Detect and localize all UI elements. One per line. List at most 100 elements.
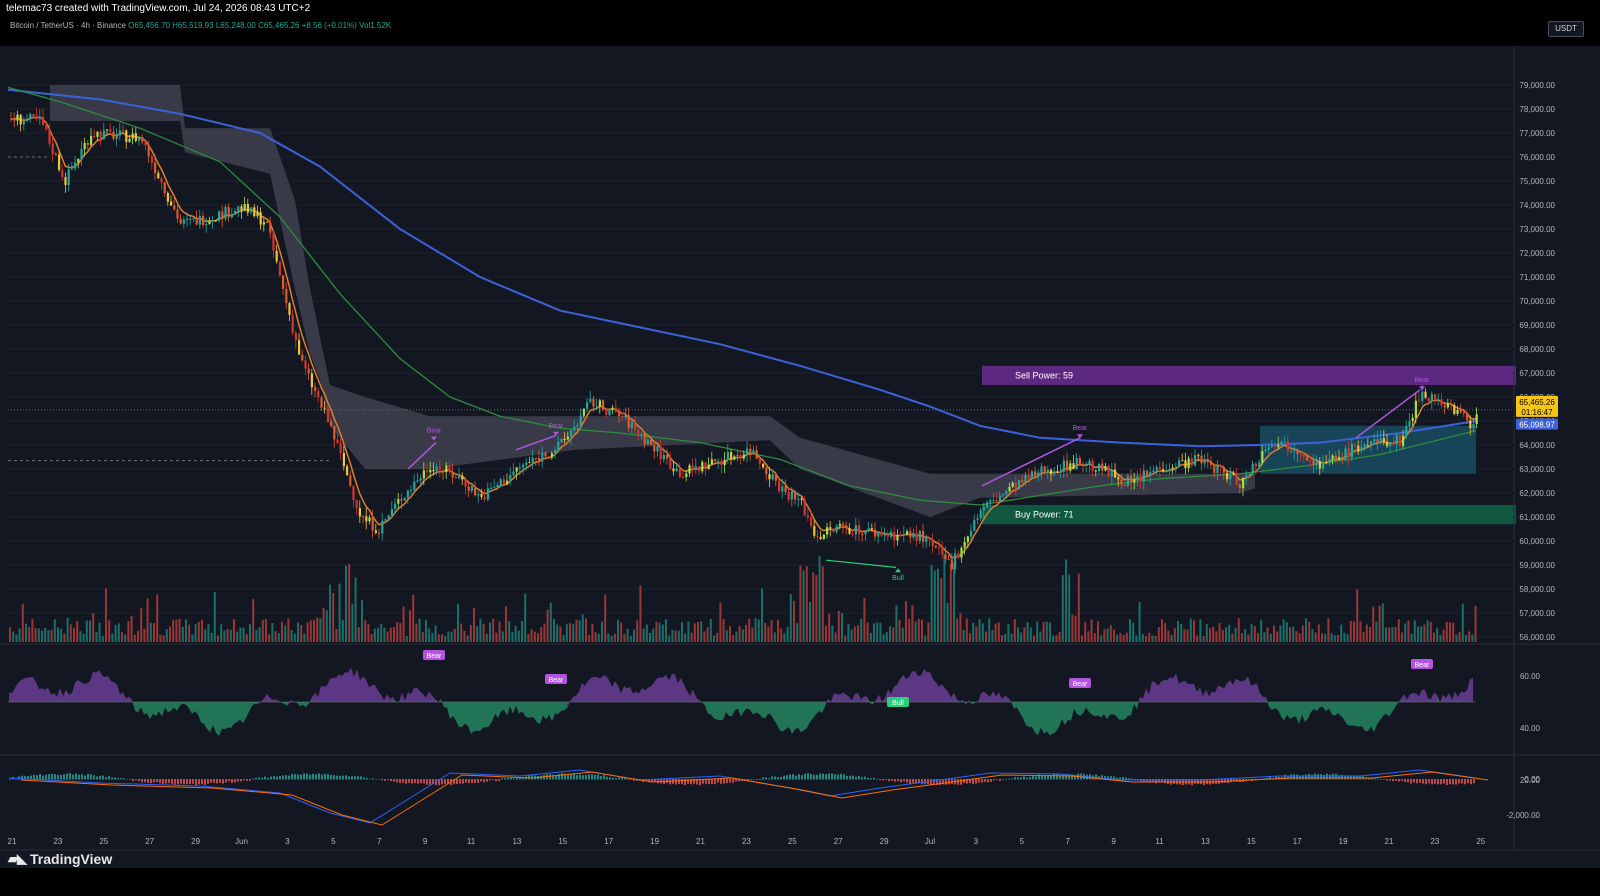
candle-body xyxy=(871,528,873,529)
macd-histogram-bar xyxy=(570,775,572,780)
macd-histogram-bar xyxy=(366,778,368,779)
volume-bar xyxy=(73,628,75,642)
volume-bar xyxy=(867,622,869,642)
osc-fill xyxy=(81,682,84,702)
macd-histogram-bar xyxy=(819,774,821,780)
candle-body xyxy=(199,216,201,225)
candle-body xyxy=(1418,401,1420,402)
volume-bar xyxy=(131,616,133,642)
volume-bar xyxy=(604,595,606,643)
macd-histogram-bar xyxy=(714,779,716,784)
candle-body xyxy=(884,535,886,536)
volume-bar xyxy=(399,623,401,642)
candle-body xyxy=(410,490,412,491)
macd-histogram-bar xyxy=(861,777,863,779)
volume-bar xyxy=(470,625,472,642)
volume-bar xyxy=(169,627,171,643)
candle-body xyxy=(980,510,982,518)
volume-bar xyxy=(143,629,145,642)
volume-bar xyxy=(1097,621,1099,642)
volume-bar xyxy=(956,619,958,643)
macd-histogram-bar xyxy=(585,775,587,779)
volume-bar xyxy=(422,632,424,642)
macd-histogram-bar xyxy=(9,779,11,780)
volume-bar xyxy=(412,595,414,642)
macd-histogram-bar xyxy=(90,774,92,779)
volume-bar xyxy=(655,622,657,642)
candle-body xyxy=(823,535,825,539)
volume-bar xyxy=(972,623,974,642)
volume-bar xyxy=(230,630,232,642)
candle-body xyxy=(1178,460,1180,467)
osc-fill xyxy=(804,702,807,730)
volume-bar xyxy=(585,618,587,642)
volume-bar xyxy=(1113,630,1115,642)
candle-body xyxy=(1316,461,1318,465)
osc-signal-label: Bear xyxy=(549,677,564,684)
macd-histogram-bar xyxy=(1431,779,1433,784)
macd-histogram-bar xyxy=(1425,779,1427,784)
macd-histogram-bar xyxy=(153,779,155,782)
macd-histogram-bar xyxy=(1293,774,1295,779)
macd-histogram-bar xyxy=(261,778,263,780)
macd-histogram-bar xyxy=(207,779,209,784)
candle-body xyxy=(880,532,882,536)
currency-button[interactable]: USDT xyxy=(1548,21,1584,37)
macd-histogram-bar xyxy=(363,777,365,779)
volume-bar xyxy=(140,608,142,642)
volume-bar xyxy=(1347,634,1349,642)
macd-histogram-bar xyxy=(675,779,677,785)
osc-fill xyxy=(228,702,231,728)
volume-bar xyxy=(265,619,267,642)
candle-body xyxy=(359,508,361,516)
buy-power-label: Buy Power: 71 xyxy=(1015,510,1074,520)
candle-body xyxy=(516,467,518,471)
volume-bar xyxy=(492,619,494,642)
candle-body xyxy=(765,467,767,474)
macd-histogram-bar xyxy=(1470,779,1472,784)
macd-histogram-bar xyxy=(459,779,461,784)
volume-bar xyxy=(419,619,421,642)
osc-fill xyxy=(597,677,600,702)
candle-body xyxy=(1322,462,1324,469)
volume-bar xyxy=(275,631,277,642)
macd-histogram-bar xyxy=(180,779,182,784)
volume-bar xyxy=(326,610,328,642)
candle-body xyxy=(928,537,930,539)
osc-fill xyxy=(78,680,81,702)
osc-fill xyxy=(1128,702,1131,716)
osc-fill xyxy=(525,702,528,718)
candle-body xyxy=(84,143,86,149)
volume-bar xyxy=(1270,634,1272,642)
candle-body xyxy=(167,193,169,202)
volume-bar xyxy=(438,634,440,642)
osc-fill xyxy=(855,693,858,702)
candle-body xyxy=(151,157,153,163)
volume-bar xyxy=(1116,635,1118,642)
candle-body xyxy=(858,525,860,534)
candle-body xyxy=(836,526,838,532)
volume-bar xyxy=(883,634,885,642)
candle-body xyxy=(925,537,927,542)
volume-bar xyxy=(95,632,97,642)
osc-fill xyxy=(927,672,930,702)
volume-bar xyxy=(1059,632,1061,642)
macd-histogram-bar xyxy=(1452,779,1454,784)
volume-bar xyxy=(166,629,168,642)
macd-histogram-bar xyxy=(615,778,617,779)
osc-fill xyxy=(1422,690,1425,702)
symbol-name[interactable]: Bitcoin / TetherUS · 4h · Binance xyxy=(10,21,126,30)
macd-histogram-bar xyxy=(768,778,770,779)
candle-body xyxy=(1437,399,1439,400)
macd-histogram-bar xyxy=(1467,779,1469,783)
volume-bar xyxy=(559,626,561,642)
candle-body xyxy=(893,532,895,540)
bear-signal-label: Bear xyxy=(427,428,442,435)
candle-body xyxy=(263,222,265,225)
macd-histogram-bar xyxy=(186,779,188,784)
candle-body xyxy=(1300,454,1302,455)
volume-bar xyxy=(374,629,376,642)
candle-body xyxy=(189,219,191,220)
price-axis-label: 78,000.00 xyxy=(1519,105,1555,114)
